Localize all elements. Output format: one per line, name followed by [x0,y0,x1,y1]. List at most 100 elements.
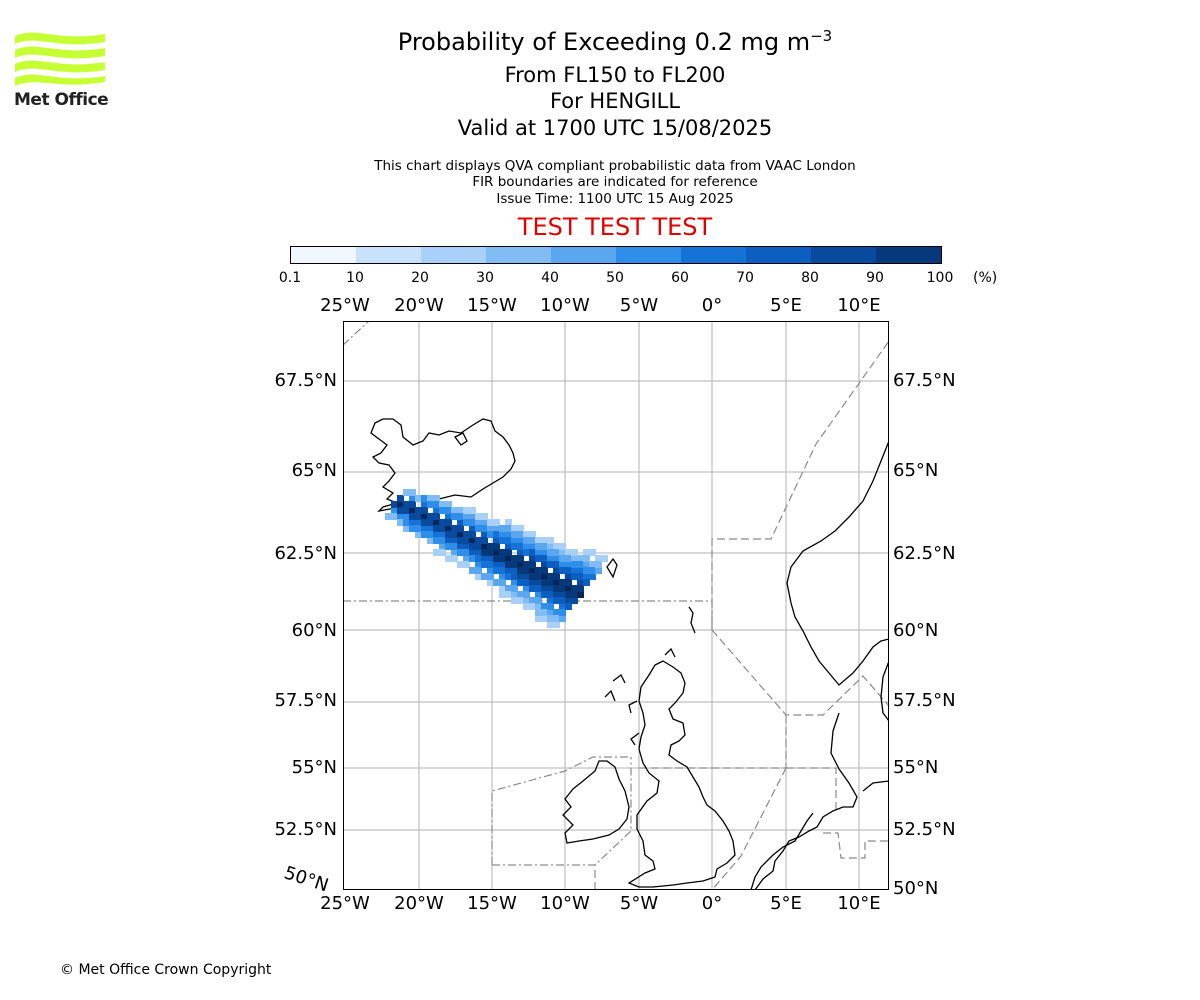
ash-cell [553,591,560,598]
colorbar-segment [876,247,942,263]
ash-cell [583,579,590,586]
colorbar-segment [681,247,747,263]
ash-cell [499,555,506,562]
ash-cell [553,543,560,550]
colorbar-tick-label: 0.1 [278,270,302,286]
ash-cell [469,567,476,574]
ash-cell [481,555,488,562]
ash-cell [433,513,440,520]
ash-cell [595,567,602,574]
ash-cell [571,597,578,604]
ash-cell [403,507,410,514]
ash-cell [523,561,530,568]
ash-cell [553,549,560,556]
ash-cell [565,567,572,574]
ash-cell [499,591,506,598]
ash-cell [553,561,560,568]
ash-cell [577,555,584,562]
ash-cell [487,519,494,526]
ash-cell [589,573,596,580]
ash-cell [403,501,410,508]
ash-cell [469,543,476,550]
ash-cell [457,513,464,520]
ash-cell [457,525,464,532]
ash-cell [415,495,422,502]
longitude-label: 5°E [770,893,802,914]
ash-cell [445,501,452,508]
ash-cell [493,579,500,586]
colorbar-tick-label: 40 [541,270,559,286]
ash-cell [529,549,536,556]
ash-cell [481,525,488,532]
ash-cell [517,597,524,604]
ash-cell [541,561,548,568]
ash-cell [427,501,434,508]
ash-cell [487,555,494,562]
ash-cell [487,579,494,586]
ash-cell [445,519,452,526]
ash-cell [481,561,488,568]
ash-cell [469,531,476,538]
ash-cell [565,561,572,568]
latitude-label-right: 65°N [893,460,939,481]
ash-cell [433,519,440,526]
ash-cell [559,555,566,562]
ash-cell [433,501,440,508]
ash-cell [469,525,476,532]
ash-cell [529,597,536,604]
ash-cell [511,543,518,550]
colorbar-tick-label: 60 [671,270,689,286]
ash-cell [427,495,434,502]
ash-cell [565,549,572,556]
ash-cell [493,531,500,538]
ash-cell [535,615,542,622]
latitude-label-right: 55°N [893,757,939,778]
ash-cell [469,507,476,514]
ash-cell [511,573,518,580]
ash-cell [463,549,470,556]
ash-cell [511,561,518,568]
ash-cell [505,567,512,574]
ash-cell [571,561,578,568]
ash-cell [559,567,566,574]
ash-cell [403,489,410,496]
ash-cell [547,603,554,610]
ash-cell [475,543,482,550]
colorbar-tick-label: 80 [801,270,819,286]
ash-cell [463,537,470,544]
ash-cell [529,585,536,592]
ash-cell [559,579,566,586]
colorbar-segment [811,247,877,263]
ash-cell [541,555,548,562]
ash-cell [565,555,572,562]
ash-cell [505,543,512,550]
ash-probability-field [385,489,608,628]
colorbar-unit: (%) [973,270,998,286]
ash-cell [445,525,452,532]
ash-cell [565,585,572,592]
ash-cell [571,585,578,592]
longitude-label: 15°W [467,893,517,914]
ash-cell [463,543,470,550]
ash-cell [451,549,458,556]
ash-cell [529,573,536,580]
ash-cell [559,603,566,610]
ash-cell [553,615,560,622]
ash-cell [451,507,458,514]
latitude-label-right: 60°N [893,620,939,641]
ash-cell [511,579,518,586]
ash-cell [535,573,542,580]
ash-cell [487,543,494,550]
ash-cell [505,549,512,556]
ash-cell [487,561,494,568]
latitude-label-right: 50°N [893,878,939,899]
ash-cell [517,555,524,562]
longitude-label: 10°W [540,893,590,914]
ash-cell [439,519,446,526]
ash-cell [475,519,482,526]
ash-cell [535,549,542,556]
ash-cell [583,573,590,580]
ash-cell [469,519,476,526]
ash-cell [481,513,488,520]
ash-cell [391,513,398,520]
